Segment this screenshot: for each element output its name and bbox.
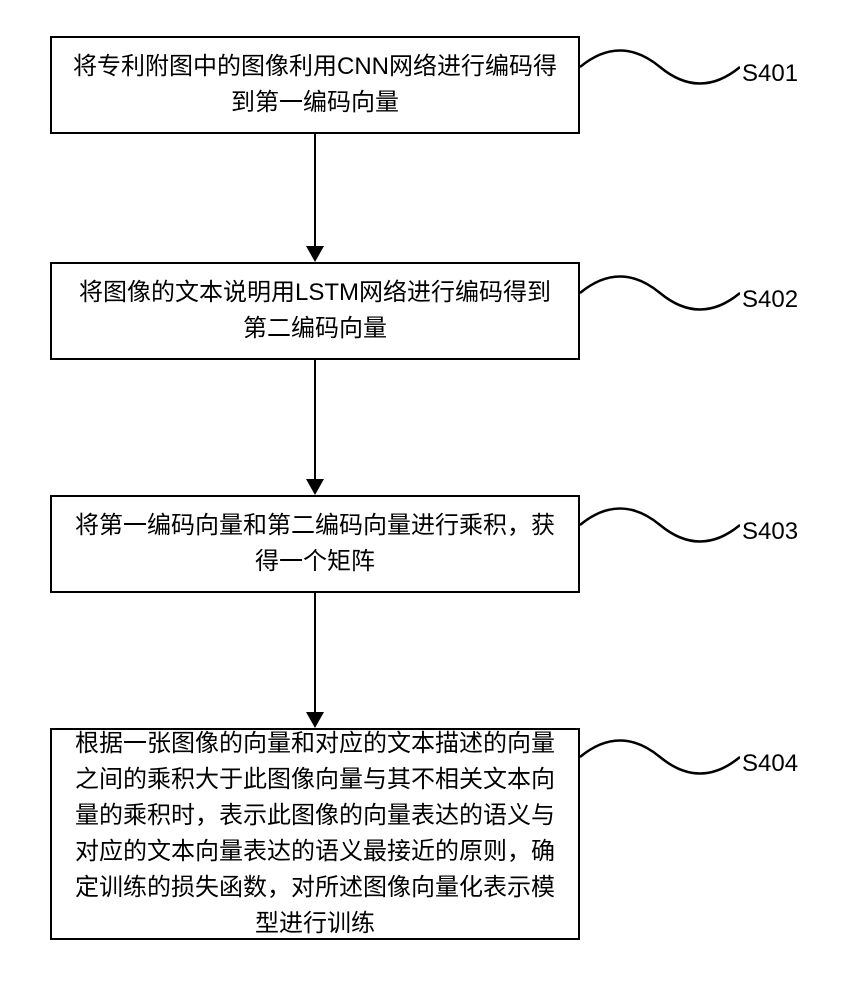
wave-connector-icon — [580, 268, 740, 318]
arrow-line — [314, 593, 316, 712]
arrow-line — [314, 360, 316, 479]
flow-node-s404: 根据一张图像的向量和对应的文本描述的向量之间的乘积大于此图像向量与其不相关文本向… — [50, 728, 580, 940]
flow-node-s402: 将图像的文本说明用LSTM网络进行编码得到第二编码向量 — [50, 262, 580, 360]
arrow-line — [314, 134, 316, 246]
flow-node-text: 将图像的文本说明用LSTM网络进行编码得到第二编码向量 — [70, 275, 560, 347]
wave-connector-icon — [580, 500, 740, 550]
wave-connector-icon — [580, 42, 740, 92]
arrow-head-icon — [306, 246, 324, 262]
step-label-s402: S402 — [742, 286, 798, 314]
arrow-head-icon — [306, 479, 324, 495]
flowchart-container: 将专利附图中的图像利用CNN网络进行编码得到第一编码向量 S401 将图像的文本… — [0, 0, 853, 1000]
flow-node-text: 将专利附图中的图像利用CNN网络进行编码得到第一编码向量 — [70, 49, 560, 121]
flow-node-text: 将第一编码向量和第二编码向量进行乘积，获得一个矩阵 — [70, 508, 560, 580]
step-label-s404: S404 — [742, 750, 798, 778]
wave-connector-icon — [580, 732, 740, 782]
flow-node-text: 根据一张图像的向量和对应的文本描述的向量之间的乘积大于此图像向量与其不相关文本向… — [70, 726, 560, 942]
flow-node-s403: 将第一编码向量和第二编码向量进行乘积，获得一个矩阵 — [50, 495, 580, 593]
flow-node-s401: 将专利附图中的图像利用CNN网络进行编码得到第一编码向量 — [50, 36, 580, 134]
step-label-s401: S401 — [742, 60, 798, 88]
step-label-s403: S403 — [742, 518, 798, 546]
